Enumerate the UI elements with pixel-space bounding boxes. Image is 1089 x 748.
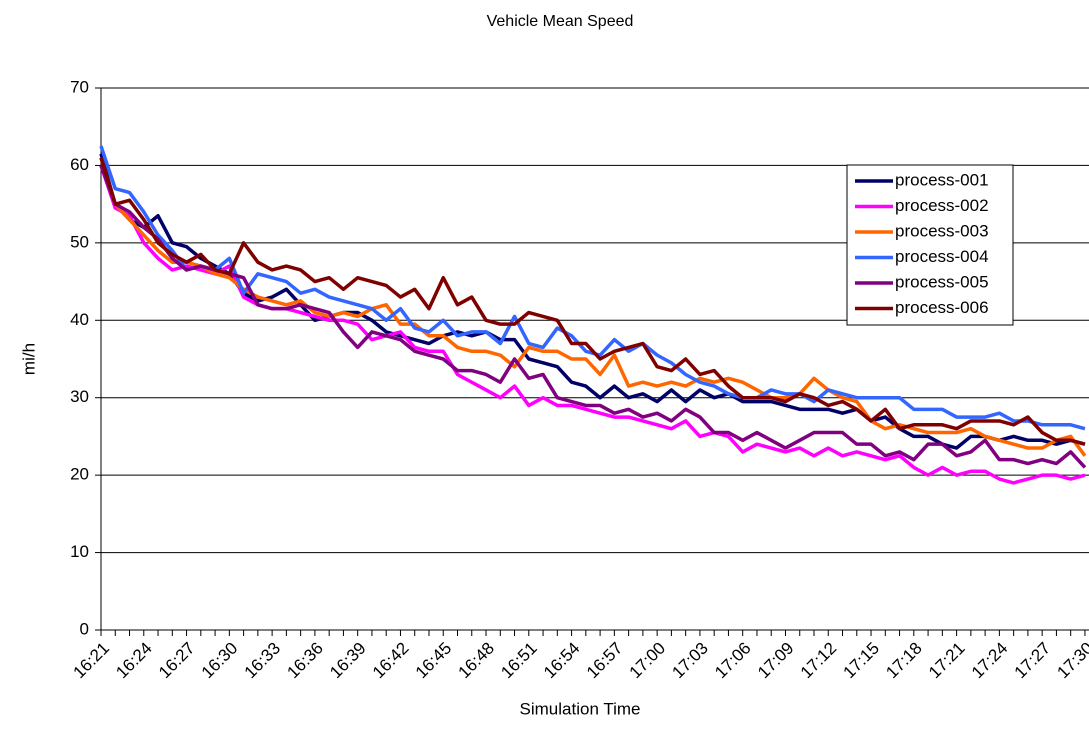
legend-label: process-001 xyxy=(895,170,989,189)
y-tick-label: 30 xyxy=(70,387,89,406)
y-tick-label: 60 xyxy=(70,155,89,174)
legend-label: process-004 xyxy=(895,247,989,266)
legend-label: process-006 xyxy=(895,298,989,317)
x-tick-label: 17:18 xyxy=(882,639,926,683)
x-tick-label: 17:03 xyxy=(668,639,712,683)
legend: process-001 process-002 process-003 process… xyxy=(846,164,1014,326)
y-tick-label: 50 xyxy=(70,232,89,251)
legend-label: process-002 xyxy=(895,196,989,215)
y-tick-label: 10 xyxy=(70,542,89,561)
x-tick-label: 16:54 xyxy=(540,639,584,683)
x-tick-label: 17:27 xyxy=(1011,639,1055,683)
y-tick-label: 0 xyxy=(80,619,89,638)
x-tick-label: 16:48 xyxy=(454,639,498,683)
y-tick-label: 20 xyxy=(70,465,89,484)
x-tick-label: 16:21 xyxy=(69,639,113,683)
x-tick-label: 16:30 xyxy=(198,639,242,683)
x-tick-label: 17:00 xyxy=(626,639,670,683)
legend-label: process-003 xyxy=(895,221,989,240)
x-tick-label: 16:27 xyxy=(155,639,199,683)
legend-box xyxy=(846,164,1014,326)
x-tick-label: 17:30 xyxy=(1053,639,1089,683)
x-tick-label: 17:09 xyxy=(754,639,798,683)
x-tick-label: 16:45 xyxy=(412,639,456,683)
chart-title: Vehicle Mean Speed xyxy=(487,13,634,30)
x-tick-label: 17:21 xyxy=(925,639,969,683)
y-tick-label: 40 xyxy=(70,310,89,329)
x-tick-label: 16:42 xyxy=(369,639,413,683)
legend-label: process-005 xyxy=(895,272,989,291)
x-axis-label: Simulation Time xyxy=(520,699,641,718)
series-line xyxy=(99,164,1087,469)
series-line xyxy=(99,157,1087,457)
y-axis-label: mi/h xyxy=(19,343,38,375)
x-tick-label: 17:06 xyxy=(711,639,755,683)
x-tick-label: 16:33 xyxy=(241,639,285,683)
x-tick-label: 16:51 xyxy=(497,639,541,683)
y-tick-label: 70 xyxy=(70,77,89,96)
x-tick-label: 17:15 xyxy=(840,639,884,683)
x-tick-label: 16:39 xyxy=(326,639,370,683)
x-tick-label: 16:24 xyxy=(112,639,156,683)
x-tick-label: 17:12 xyxy=(797,639,841,683)
x-tick-label: 16:36 xyxy=(283,639,327,683)
series-line xyxy=(99,157,1086,446)
x-tick-label: 16:57 xyxy=(583,639,627,683)
x-tick-label: 17:24 xyxy=(968,639,1012,683)
